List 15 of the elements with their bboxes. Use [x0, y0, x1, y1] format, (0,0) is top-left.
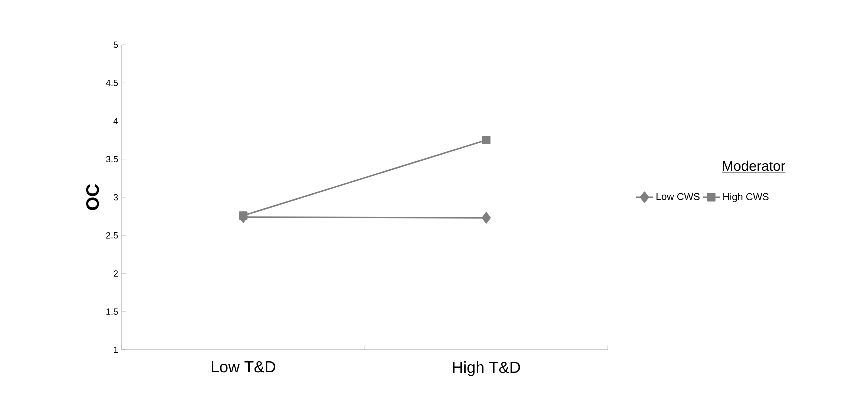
- y-tick-label: 3.5: [106, 156, 118, 163]
- legend-title: Moderator: [723, 160, 786, 172]
- y-tick-label: 2: [114, 270, 118, 277]
- y-tick-label: 1.5: [106, 308, 118, 316]
- legend-label: High CWS: [724, 193, 769, 202]
- x-tick-label: Low T&D: [212, 361, 276, 373]
- y-tick-label: 4: [114, 118, 118, 124]
- y-tick-label: 3: [114, 194, 118, 201]
- y-tick-label: 5: [114, 42, 118, 48]
- y-tick-label: 1: [114, 346, 118, 354]
- y-tick-label: 2.5: [106, 232, 118, 239]
- y-axis-title: OC: [86, 184, 100, 210]
- legend-label: Low CWS: [656, 193, 700, 200]
- y-tick-label: 4.5: [106, 80, 118, 86]
- x-tick-label: High T&D: [453, 361, 520, 376]
